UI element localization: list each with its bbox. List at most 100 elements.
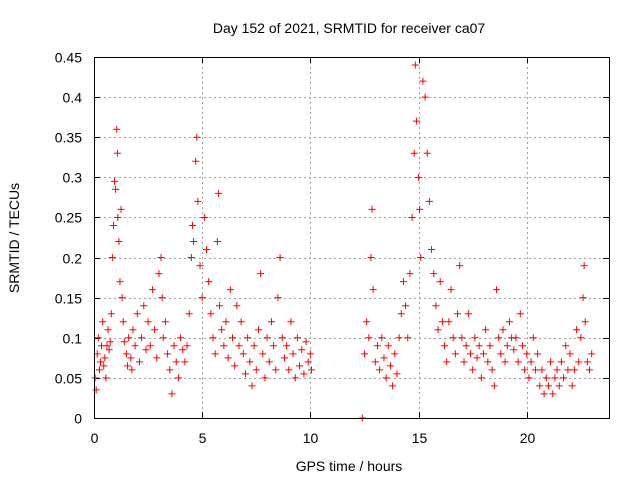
data-point — [438, 318, 446, 326]
data-point — [410, 149, 418, 157]
data-point — [415, 173, 423, 181]
data-point — [432, 302, 440, 310]
data-point — [542, 374, 550, 382]
data-point — [241, 370, 249, 378]
data-point — [218, 326, 226, 334]
data-point — [510, 346, 518, 354]
data-point — [560, 374, 568, 382]
data-point — [488, 366, 496, 374]
data-point — [231, 362, 239, 370]
data-point — [95, 366, 103, 374]
data-point — [213, 238, 221, 246]
data-point — [118, 294, 126, 302]
data-point — [102, 374, 110, 382]
data-point — [168, 390, 176, 398]
y-tick-label: 0.4 — [63, 90, 83, 106]
data-point — [503, 342, 511, 350]
data-point — [581, 318, 589, 326]
data-point — [588, 350, 596, 358]
data-point — [99, 318, 107, 326]
data-point — [583, 358, 591, 366]
data-point — [214, 189, 222, 197]
data-point — [419, 77, 427, 85]
data-point — [300, 370, 308, 378]
data-point — [399, 278, 407, 286]
data-point — [499, 326, 507, 334]
data-point — [302, 338, 310, 346]
data-point — [376, 366, 384, 374]
data-point — [287, 318, 295, 326]
data-point — [464, 310, 472, 318]
data-point — [257, 270, 265, 278]
data-point — [531, 366, 539, 374]
data-point — [274, 294, 282, 302]
data-point — [265, 358, 273, 366]
data-point — [441, 342, 449, 350]
data-point — [564, 366, 572, 374]
data-point — [371, 358, 379, 366]
data-point — [505, 318, 513, 326]
data-point — [562, 342, 570, 350]
data-point — [473, 354, 481, 362]
data-point — [185, 310, 193, 318]
data-point — [170, 342, 178, 350]
data-point — [120, 338, 128, 346]
data-point — [283, 342, 291, 350]
data-point — [187, 254, 195, 262]
data-point — [495, 334, 503, 342]
data-point — [158, 294, 166, 302]
data-point — [100, 362, 108, 370]
plot-frame — [94, 57, 610, 419]
data-point — [205, 278, 213, 286]
data-point — [386, 362, 394, 370]
data-point — [198, 294, 206, 302]
data-point — [250, 342, 258, 350]
data-point — [101, 354, 109, 362]
data-point — [252, 366, 260, 374]
data-point — [479, 350, 487, 358]
data-point — [142, 346, 150, 354]
data-point — [411, 61, 419, 69]
data-point — [445, 318, 453, 326]
data-point — [384, 342, 392, 350]
data-point — [544, 382, 552, 390]
data-point — [224, 354, 232, 362]
axis-ticks: 0 0.05 0.1 0.15 0.2 0.25 0.3 0.35 0.4 0.45 0 5 10 15 2… — [55, 50, 609, 446]
data-point — [577, 334, 585, 342]
data-point — [259, 350, 267, 358]
data-point — [475, 342, 483, 350]
data-point — [159, 334, 167, 342]
data-point — [298, 346, 306, 354]
chart-title: Day 152 of 2021, SRMTID for receiver ca0… — [213, 20, 486, 36]
data-point — [203, 246, 211, 254]
data-point — [172, 358, 180, 366]
data-point — [501, 358, 509, 366]
data-point — [153, 354, 161, 362]
data-point — [471, 334, 479, 342]
data-point — [568, 382, 576, 390]
data-point — [129, 326, 137, 334]
data-point — [115, 238, 123, 246]
data-points — [91, 61, 596, 422]
data-point — [369, 286, 377, 294]
data-point — [365, 334, 373, 342]
data-point — [107, 310, 115, 318]
data-point — [575, 358, 583, 366]
y-tick-label: 0.45 — [55, 50, 82, 66]
data-point — [527, 358, 535, 366]
data-point — [179, 346, 187, 354]
data-point — [389, 382, 397, 390]
data-point — [516, 310, 524, 318]
data-point — [579, 294, 587, 302]
data-point — [551, 374, 559, 382]
data-point — [226, 286, 234, 294]
data-point — [486, 342, 494, 350]
data-point — [443, 358, 451, 366]
data-point — [246, 358, 254, 366]
data-point — [166, 366, 174, 374]
y-tick-label: 0.15 — [55, 291, 82, 307]
data-point — [188, 221, 196, 229]
data-point — [133, 310, 141, 318]
y-tick-label: 0.2 — [63, 251, 83, 267]
